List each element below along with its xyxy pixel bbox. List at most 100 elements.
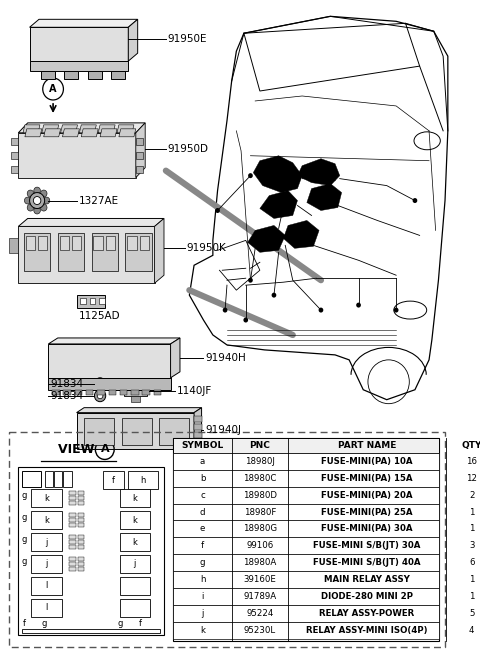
- Bar: [103, 472, 123, 489]
- Text: 18980A: 18980A: [243, 558, 276, 567]
- Polygon shape: [123, 388, 147, 396]
- Text: 1: 1: [469, 508, 475, 517]
- Bar: [77, 557, 84, 561]
- Text: h: h: [141, 476, 146, 485]
- Polygon shape: [42, 125, 59, 133]
- Bar: [69, 562, 76, 566]
- Polygon shape: [18, 123, 145, 133]
- Bar: [69, 496, 76, 500]
- Bar: [69, 501, 76, 505]
- Polygon shape: [30, 28, 128, 61]
- Text: 1: 1: [469, 592, 475, 601]
- Bar: [173, 571, 439, 588]
- Text: 95224: 95224: [246, 609, 274, 618]
- Bar: [94, 236, 103, 250]
- Text: MAIN RELAY ASSY: MAIN RELAY ASSY: [324, 575, 410, 584]
- Bar: [69, 557, 76, 561]
- Bar: [120, 511, 150, 529]
- Circle shape: [34, 187, 40, 194]
- Text: FUSE-MINI(PA) 20A: FUSE-MINI(PA) 20A: [321, 491, 413, 500]
- Bar: [77, 496, 84, 500]
- Bar: [63, 390, 71, 395]
- Circle shape: [223, 308, 228, 312]
- Bar: [97, 390, 105, 395]
- Bar: [173, 622, 439, 639]
- Polygon shape: [98, 125, 115, 133]
- Bar: [88, 71, 102, 79]
- Text: 91950D: 91950D: [168, 143, 209, 154]
- Circle shape: [95, 390, 106, 402]
- Text: a: a: [200, 457, 205, 466]
- Bar: [54, 472, 62, 487]
- Text: g: g: [21, 534, 26, 544]
- Circle shape: [97, 381, 103, 386]
- Text: 16: 16: [466, 457, 477, 466]
- Bar: [128, 472, 158, 489]
- Bar: [122, 418, 152, 445]
- Bar: [77, 514, 84, 517]
- Text: 1: 1: [469, 525, 475, 533]
- Bar: [38, 236, 48, 250]
- Bar: [60, 236, 69, 250]
- Text: 99106: 99106: [246, 542, 274, 550]
- Text: FUSE-MINI S/B(JT) 40A: FUSE-MINI S/B(JT) 40A: [313, 558, 421, 567]
- Text: k: k: [132, 538, 137, 546]
- Polygon shape: [18, 219, 164, 227]
- Polygon shape: [194, 407, 202, 449]
- Bar: [69, 567, 76, 571]
- Circle shape: [40, 204, 47, 211]
- Text: 91940H: 91940H: [205, 353, 246, 363]
- Text: FUSE-MINI(PA) 30A: FUSE-MINI(PA) 30A: [321, 525, 413, 533]
- Text: 91789A: 91789A: [243, 592, 276, 601]
- Polygon shape: [100, 129, 117, 137]
- Polygon shape: [9, 238, 18, 253]
- Polygon shape: [23, 125, 40, 133]
- Bar: [173, 554, 439, 571]
- Polygon shape: [18, 227, 155, 283]
- Text: 18980C: 18980C: [243, 474, 276, 483]
- Circle shape: [40, 190, 47, 197]
- Bar: [69, 518, 76, 522]
- Text: PNC: PNC: [250, 441, 270, 449]
- Text: k: k: [44, 494, 49, 503]
- Text: PART NAME: PART NAME: [338, 441, 396, 449]
- Bar: [63, 472, 72, 487]
- Bar: [125, 233, 152, 271]
- Bar: [18, 468, 164, 635]
- Bar: [77, 501, 84, 505]
- Text: 6: 6: [469, 558, 475, 567]
- Bar: [77, 567, 84, 571]
- Bar: [111, 71, 125, 79]
- Bar: [194, 432, 202, 438]
- Bar: [32, 511, 61, 529]
- Polygon shape: [60, 125, 77, 133]
- Bar: [92, 233, 118, 271]
- Bar: [72, 236, 81, 250]
- Bar: [173, 453, 439, 470]
- Text: FUSE-MINI(PA) 25A: FUSE-MINI(PA) 25A: [321, 508, 413, 517]
- Bar: [32, 533, 61, 551]
- Bar: [120, 555, 150, 573]
- Polygon shape: [77, 407, 202, 413]
- Bar: [108, 390, 116, 395]
- Bar: [80, 298, 86, 304]
- Text: 18980J: 18980J: [245, 457, 275, 466]
- Text: 91950K: 91950K: [187, 244, 226, 253]
- Polygon shape: [44, 129, 60, 137]
- Text: 18980F: 18980F: [244, 508, 276, 517]
- Bar: [77, 491, 84, 495]
- Bar: [173, 438, 439, 453]
- Bar: [131, 396, 141, 402]
- Polygon shape: [248, 225, 285, 252]
- Bar: [90, 298, 96, 304]
- Bar: [159, 418, 190, 445]
- Text: 1125AD: 1125AD: [78, 311, 120, 321]
- Bar: [77, 545, 84, 549]
- Polygon shape: [30, 19, 138, 28]
- Bar: [69, 523, 76, 527]
- Text: h: h: [200, 575, 205, 584]
- Bar: [69, 535, 76, 539]
- Bar: [69, 514, 76, 517]
- Text: g: g: [200, 558, 205, 567]
- Polygon shape: [136, 166, 144, 173]
